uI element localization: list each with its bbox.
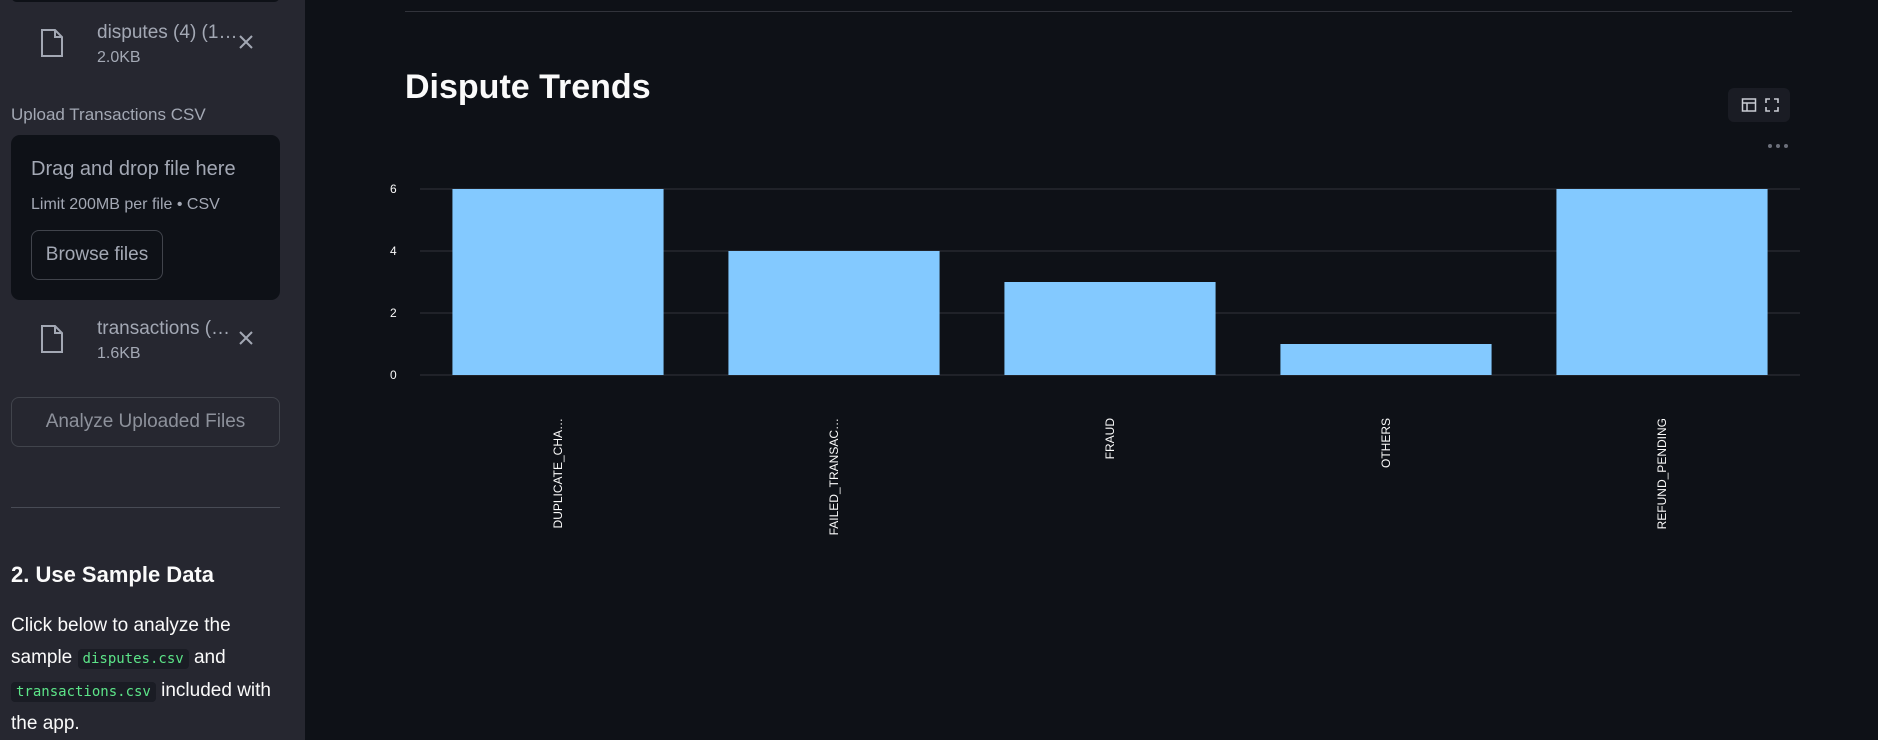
analyze-uploaded-files-button[interactable]: Analyze Uploaded Files <box>11 397 280 447</box>
main-content: Dispute Trends 0 2 4 6 DUPLICATE_CHA… FAILED_… <box>305 0 1878 740</box>
bar[interactable] <box>728 251 940 375</box>
description-text: Click below to analyze the sample <box>11 615 231 668</box>
sample-data-title: 2. Use Sample Data <box>11 562 214 587</box>
y-tick-label: 2 <box>390 306 397 320</box>
code-transactions-csv: transactions.csv <box>11 682 156 702</box>
section-divider <box>405 11 1792 12</box>
close-icon[interactable] <box>236 32 256 52</box>
bar[interactable] <box>1004 282 1216 375</box>
bar[interactable] <box>1280 344 1492 375</box>
x-tick-label: FRAUD <box>1103 418 1117 460</box>
close-icon[interactable] <box>236 328 256 348</box>
file-name: disputes (4) (1… <box>97 22 238 43</box>
more-options-icon[interactable] <box>1766 136 1790 156</box>
sidebar-divider <box>11 507 280 508</box>
file-icon <box>41 29 63 57</box>
x-tick-label: FAILED_TRANSAC… <box>827 418 841 535</box>
dropzone-limit: Limit 200MB per file • CSV <box>31 196 220 213</box>
description-text: included with the app. <box>11 680 271 734</box>
bar[interactable] <box>1556 189 1768 375</box>
upload-transactions-label: Upload Transactions CSV <box>11 105 206 124</box>
uploaded-file-transactions: transactions (… 1.6KB <box>36 316 276 370</box>
page-title: Dispute Trends <box>405 68 651 106</box>
file-size: 1.6KB <box>97 345 141 362</box>
sample-data-description: Click below to analyze the sample disput… <box>11 610 281 740</box>
file-icon <box>41 325 63 353</box>
uploaded-file-disputes: disputes (4) (1… 2.0KB <box>36 20 276 74</box>
dropzone-title: Drag and drop file here <box>31 158 236 180</box>
file-size: 2.0KB <box>97 49 141 66</box>
y-tick-label: 0 <box>390 368 397 382</box>
file-dropzone[interactable]: Drag and drop file here Limit 200MB per … <box>11 135 280 300</box>
y-tick-label: 4 <box>390 244 397 258</box>
fullscreen-icon[interactable] <box>1764 97 1780 113</box>
code-disputes-csv: disputes.csv <box>77 649 189 669</box>
y-tick-label: 6 <box>390 182 397 196</box>
bar[interactable] <box>452 189 664 375</box>
table-icon[interactable] <box>1741 97 1757 113</box>
dispute-trends-chart: 0 2 4 6 DUPLICATE_CHA… FAILED_TRANSAC… FRAUD OT… <box>390 182 1800 535</box>
browse-files-button[interactable]: Browse files <box>31 230 163 280</box>
description-text: and <box>193 647 226 668</box>
previous-dropzone-edge <box>11 0 280 2</box>
x-tick-label: OTHERS <box>1379 418 1393 468</box>
x-tick-label: REFUND_PENDING <box>1655 418 1669 529</box>
x-tick-label: DUPLICATE_CHA… <box>551 418 565 528</box>
chart-toolbar <box>1728 88 1790 122</box>
file-name: transactions (… <box>97 318 231 339</box>
sidebar: disputes (4) (1… 2.0KB Upload Transactio… <box>0 0 305 740</box>
